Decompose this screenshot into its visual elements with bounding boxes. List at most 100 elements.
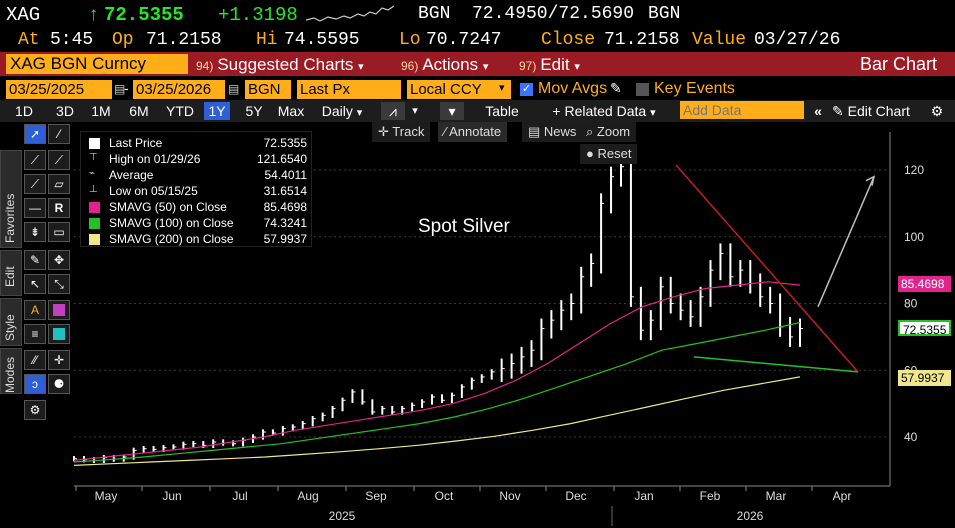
text-style-icon[interactable]: A [24, 300, 46, 320]
move-icon[interactable]: ✥ [48, 250, 70, 270]
ray-line-icon[interactable]: ⟋ [48, 150, 70, 170]
pencil-icon[interactable]: ✎ [24, 250, 46, 270]
range-button-1y[interactable]: 1Y [204, 102, 230, 120]
end-date-field[interactable]: 03/25/2026 [133, 80, 225, 99]
actions-label: Actions [422, 55, 479, 74]
suggested-charts-menu[interactable]: 94) Suggested Charts ▾ [196, 55, 364, 75]
fill-color-icon[interactable] [48, 300, 70, 320]
track-button[interactable]: ✛ Track [372, 122, 431, 142]
mov-avgs-checkbox[interactable]: ✓ [520, 83, 533, 96]
actions-menu[interactable]: 96) Actions ▾ [401, 55, 488, 75]
reset-button[interactable]: ● Reset [580, 144, 638, 164]
price-field-select[interactable]: Last Px [297, 80, 401, 99]
x-tick-label: Jul [232, 489, 247, 503]
related-data-button[interactable]: + Related Data ▾ [544, 102, 664, 120]
key-events-label[interactable]: Key Events [654, 80, 735, 97]
dropdown-arrow-icon[interactable]: ▾ [412, 105, 418, 117]
crosshair-mode-icon[interactable]: ↄ [24, 374, 46, 394]
legend-label: Average [109, 168, 154, 182]
magnet-icon[interactable]: ⁄⁄ [24, 350, 46, 370]
calendar-icon[interactable]: ▤ [228, 82, 240, 96]
add-data-input[interactable] [680, 101, 804, 119]
channel-icon[interactable]: ⟋ [24, 174, 46, 194]
chart-legend: Last Price 72.5355 ⊤ High on 01/29/26 121.65… [80, 131, 312, 247]
actions-number: 96) [401, 59, 419, 73]
x-tick-label: Nov [499, 489, 520, 503]
quote-source: BGN [648, 4, 681, 24]
edit-chart-button[interactable]: ✎ Edit Chart [832, 102, 922, 120]
year-label: 2026 [737, 509, 764, 523]
range-button-1d[interactable]: 1D [15, 103, 33, 119]
legend-item[interactable]: ⊤ High on 01/29/26 121.6540 [85, 152, 311, 167]
select-move-icon[interactable]: ↖ [24, 274, 46, 294]
news-button[interactable]: ▤ News [522, 122, 583, 142]
currency-select[interactable]: Local CCY [407, 80, 511, 99]
mov-avgs-label[interactable]: Mov Avgs [538, 80, 608, 97]
favorites-tab[interactable]: Favorites [0, 150, 22, 248]
modes-tab[interactable]: Modes [0, 348, 22, 394]
track-label: Track [392, 124, 425, 139]
range-button-5y[interactable]: 5Y [245, 103, 263, 119]
chart-annotation-text[interactable]: Spot Silver [418, 216, 510, 237]
fib-icon[interactable]: ⇟ [24, 222, 46, 242]
edit-tab[interactable]: Edit [0, 250, 22, 296]
edit-tab-label: Edit [3, 266, 17, 287]
rectangle-icon[interactable]: ▭ [48, 222, 70, 242]
legend-item[interactable]: ⌁ Average 54.4011 [85, 168, 311, 183]
more-options-icon[interactable]: ▾ [440, 102, 464, 120]
line-color-icon[interactable] [48, 324, 70, 344]
y-tick-label: 40 [904, 430, 918, 444]
resize-icon[interactable]: ⤡ [48, 274, 70, 294]
line-chart-icon[interactable]: ⩘ [381, 102, 405, 120]
gear-icon[interactable]: ⚙ [24, 400, 46, 420]
magnifier-icon: ⌕ [586, 124, 594, 139]
key-events-checkbox[interactable] [636, 83, 649, 96]
horizontal-line-icon[interactable]: — [24, 198, 46, 218]
crosshair-icon: ✛ [378, 124, 389, 139]
security-field[interactable]: XAG BGN Curncy [6, 54, 188, 74]
zoom-button[interactable]: ⌕ Zoom [580, 122, 637, 142]
legend-item[interactable]: ⊥ Low on 05/15/25 31.6514 [85, 184, 311, 199]
color-palette-icon[interactable]: ⚈ [48, 374, 70, 394]
line-weight-icon[interactable]: ≡ [24, 324, 46, 344]
annotate-icon: ⁄ [444, 124, 447, 139]
suggested-charts-number: 94) [196, 59, 214, 73]
trendline-projection [817, 176, 875, 308]
legend-item[interactable]: SMAVG (100) on Close 74.3241 [85, 216, 311, 231]
period-select[interactable]: Daily ▾ [312, 102, 372, 120]
range-button-3d[interactable]: 3D [56, 103, 74, 119]
high-label: Hi [256, 30, 278, 50]
table-button[interactable]: Table [485, 103, 519, 119]
calendar-icon[interactable]: ▤ [114, 82, 126, 96]
range-button-max[interactable]: Max [277, 103, 305, 119]
legend-value: 54.4011 [264, 168, 308, 182]
pencil-icon[interactable]: ✎ [610, 80, 622, 96]
start-date-field[interactable]: 03/25/2025 [6, 80, 112, 99]
edit-menu[interactable]: 97) Edit ▾ [519, 55, 580, 75]
annotate-button[interactable]: ⁄ Annotate [438, 122, 508, 142]
legend-marker-icon: ⌁ [89, 168, 96, 179]
trend-line-icon[interactable]: ⟋ [24, 150, 46, 170]
trendline-support [693, 356, 859, 373]
pricing-source-field[interactable]: BGN [245, 80, 291, 99]
close-label: Close [541, 30, 596, 50]
draw-tool-icon[interactable]: ⁄ [48, 124, 70, 144]
collapse-left-icon[interactable]: « [814, 103, 822, 119]
range-button-ytd[interactable]: YTD [166, 103, 194, 119]
dropdown-arrow-icon[interactable]: ▾ [499, 82, 505, 94]
suggested-charts-label: Suggested Charts [217, 55, 354, 74]
pointer-icon[interactable]: ➚ [24, 124, 46, 144]
legend-label: SMAVG (200) on Close [109, 232, 234, 246]
retracement-icon[interactable]: R [48, 198, 70, 218]
legend-item[interactable]: Last Price 72.5355 [85, 136, 311, 151]
range-button-1m[interactable]: 1M [91, 103, 111, 119]
open-label: Op [112, 30, 134, 50]
gear-icon[interactable]: ⚙ [930, 103, 944, 119]
legend-swatch [89, 218, 100, 229]
legend-item[interactable]: SMAVG (200) on Close 57.9937 [85, 232, 311, 247]
range-button-6m[interactable]: 6M [129, 103, 149, 119]
add-point-icon[interactable]: ✛ [48, 350, 70, 370]
legend-item[interactable]: SMAVG (50) on Close 85.4698 [85, 200, 311, 215]
parallel-icon[interactable]: ▱ [48, 174, 70, 194]
style-tab[interactable]: Style [0, 298, 22, 346]
